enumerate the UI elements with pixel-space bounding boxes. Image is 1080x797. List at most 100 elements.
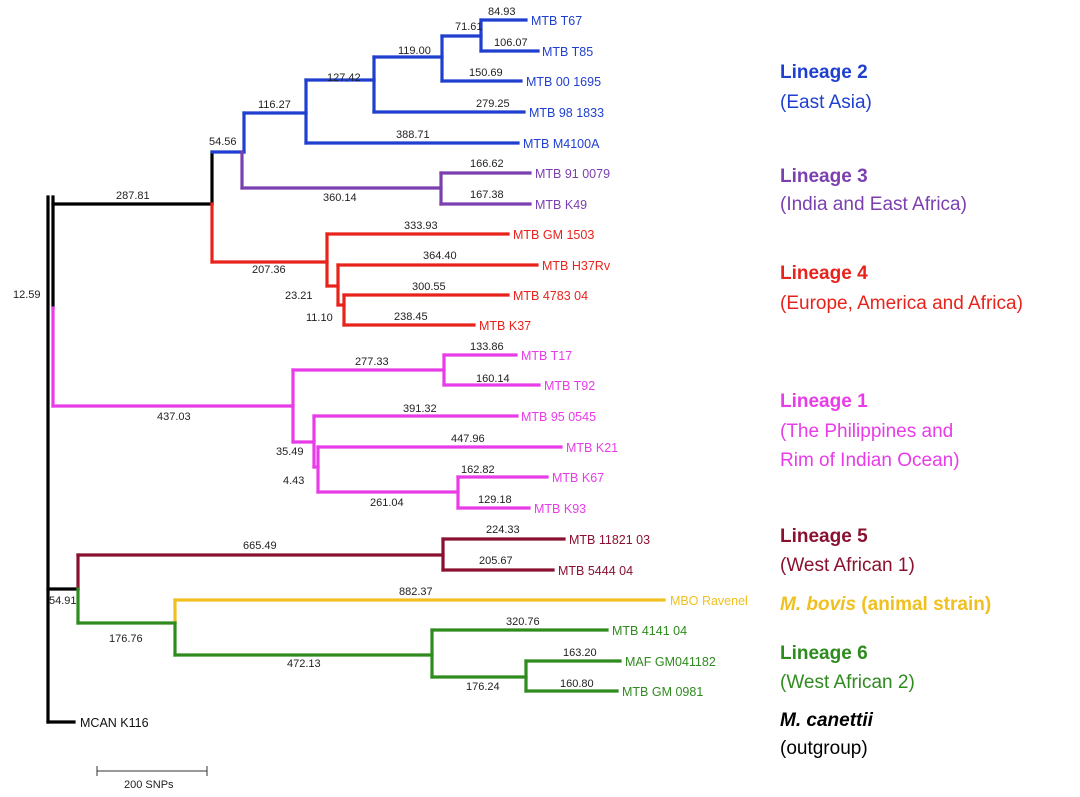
taxon-label-k67: MTB K67 — [552, 471, 604, 485]
branch-length-label: 166.62 — [470, 158, 504, 170]
branch-length-label: 54.91 — [49, 595, 77, 607]
branch-length-label: 54.56 — [209, 136, 237, 148]
taxon-label-m544404: MTB 5444 04 — [558, 564, 633, 578]
legend-title: Lineage 5 — [780, 526, 868, 547]
branch-length-label: 364.40 — [423, 250, 457, 262]
taxon-label-m4100a: MTB M4100A — [523, 137, 600, 151]
branch-length-label: 163.20 — [563, 647, 597, 659]
branch-length-label: 116.27 — [258, 99, 291, 111]
legend-subtitle: (The Philippines and — [780, 421, 953, 442]
branch-length-label: 472.13 — [287, 658, 321, 670]
legend-subtitle: (outgroup) — [780, 738, 868, 759]
branch-length-label: 176.24 — [466, 681, 500, 693]
taxon-label-k37: MTB K37 — [479, 319, 531, 333]
taxon-label-m478304: MTB 4783 04 — [513, 289, 588, 303]
scale-bar: 200 SNPs — [96, 766, 208, 791]
branch-length-label: 127.42 — [327, 72, 361, 84]
branch-length-label: 447.96 — [451, 433, 485, 445]
branch-length-label: 224.33 — [486, 524, 520, 536]
branch-length-label: 133.86 — [470, 341, 504, 353]
branch-length-label: 300.55 — [412, 281, 446, 293]
branch-length-label: 437.03 — [157, 411, 191, 423]
legend-subtitle: (Europe, America and Africa) — [780, 293, 1023, 314]
taxon-label-t92: MTB T92 — [544, 379, 595, 393]
branch-length-label: 150.69 — [469, 67, 503, 79]
legend-bovis: M. bovis (animal strain) — [780, 594, 991, 615]
branch-length-label: 391.32 — [403, 403, 437, 415]
legend-title: M. canettii — [780, 710, 874, 731]
legend-subtitle: (India and East Africa) — [780, 194, 967, 215]
taxon-label-t67: MTB T67 — [531, 14, 582, 28]
taxon-label-m981833: MTB 98 1833 — [529, 106, 604, 120]
legend-title: Lineage 1 — [780, 391, 868, 412]
legend-title-italic: M. bovis — [780, 594, 856, 615]
branch-length-label: 360.14 — [323, 192, 357, 204]
legend-subtitle: Rim of Indian Ocean) — [780, 450, 960, 471]
branch-length-label: 23.21 — [285, 290, 313, 302]
legend-title: M. bovis (animal strain) — [780, 594, 991, 615]
branch-length-label: 205.67 — [479, 555, 513, 567]
taxon-label-gm1503: MTB GM 1503 — [513, 228, 594, 242]
taxon-label-k21: MTB K21 — [566, 441, 618, 455]
legend-subtitle: (East Asia) — [780, 92, 872, 113]
taxon-label-t85: MTB T85 — [542, 45, 593, 59]
legend-lineage6: Lineage 6 (West African 2) — [780, 643, 915, 693]
branch-length-label: 106.07 — [494, 37, 528, 49]
branch-length-label: 119.00 — [398, 45, 431, 57]
taxon-label-gm041182: MAF GM041182 — [625, 655, 716, 669]
legend-canettii: M. canettii (outgroup) — [780, 710, 874, 759]
branch-length-label: 882.37 — [399, 586, 433, 598]
branch-length-label: 12.59 — [13, 289, 41, 301]
branch-length-label: 129.18 — [478, 494, 512, 506]
scale-bar-label: 200 SNPs — [124, 779, 174, 791]
legend-lineage5: Lineage 5 (West African 1) — [780, 526, 915, 576]
taxon-label-h37rv: MTB H37Rv — [542, 259, 611, 273]
legend-lineage2: Lineage 2 (East Asia) — [780, 62, 872, 113]
branch-length-label: 11.10 — [306, 312, 333, 324]
legend-title: Lineage 2 — [780, 62, 868, 83]
branch-length-label: 162.82 — [461, 464, 495, 476]
branch-length-label: 261.04 — [370, 497, 404, 509]
legend-lineage4: Lineage 4 (Europe, America and Africa) — [780, 263, 1023, 314]
taxon-label-k93: MTB K93 — [534, 502, 586, 516]
taxon-label-m950545: MTB 95 0545 — [521, 410, 596, 424]
legend-title: Lineage 3 — [780, 166, 868, 187]
branch-length-label: 167.38 — [470, 189, 504, 201]
taxon-label-ravenel: MBO Ravenel — [670, 594, 748, 608]
taxon-label-t17: MTB T17 — [521, 349, 572, 363]
taxon-label-k116: MCAN K116 — [80, 716, 149, 730]
branch-length-label: 333.93 — [404, 220, 438, 232]
legend-title-italic: M. canettii — [780, 710, 874, 731]
branch-length-label: 279.25 — [476, 98, 510, 110]
legend-lineage3: Lineage 3 (India and East Africa) — [780, 166, 967, 215]
branch-length-label: 320.76 — [506, 616, 540, 628]
taxon-label-k49: MTB K49 — [535, 198, 587, 212]
taxon-label-m414104: MTB 4141 04 — [612, 624, 687, 638]
branch-length-label: 84.93 — [488, 6, 516, 18]
branch-length-label: 207.36 — [252, 264, 286, 276]
branch-length-label: 176.76 — [109, 633, 143, 645]
legend-subtitle: (West African 2) — [780, 672, 915, 693]
legend-title: Lineage 6 — [780, 643, 868, 664]
branch-length-label: 287.81 — [116, 190, 150, 202]
legend-title-rest: (animal strain) — [856, 594, 991, 615]
branch-length-label: 277.33 — [355, 356, 389, 368]
branch-length-label: 388.71 — [396, 129, 430, 141]
legend-title: Lineage 4 — [780, 263, 868, 284]
branch-length-label: 160.80 — [560, 678, 594, 690]
branch-length-label: 35.49 — [276, 446, 304, 458]
branch-length-label: 160.14 — [476, 373, 510, 385]
legend-lineage1: Lineage 1 (The Philippines and Rim of Indi… — [780, 391, 960, 471]
branch-length-label: 238.45 — [394, 311, 428, 323]
taxon-label-gm0981: MTB GM 0981 — [622, 685, 703, 699]
branch-length-label: 71.61 — [455, 21, 483, 33]
legend-subtitle: (West African 1) — [780, 555, 915, 576]
taxon-label-m910079: MTB 91 0079 — [535, 167, 610, 181]
taxon-label-m1182103: MTB 11821 03 — [569, 533, 650, 547]
taxon-label-m001695: MTB 00 1695 — [526, 75, 601, 89]
branch-length-label: 4.43 — [283, 475, 304, 487]
branch-length-label: 665.49 — [243, 540, 277, 552]
